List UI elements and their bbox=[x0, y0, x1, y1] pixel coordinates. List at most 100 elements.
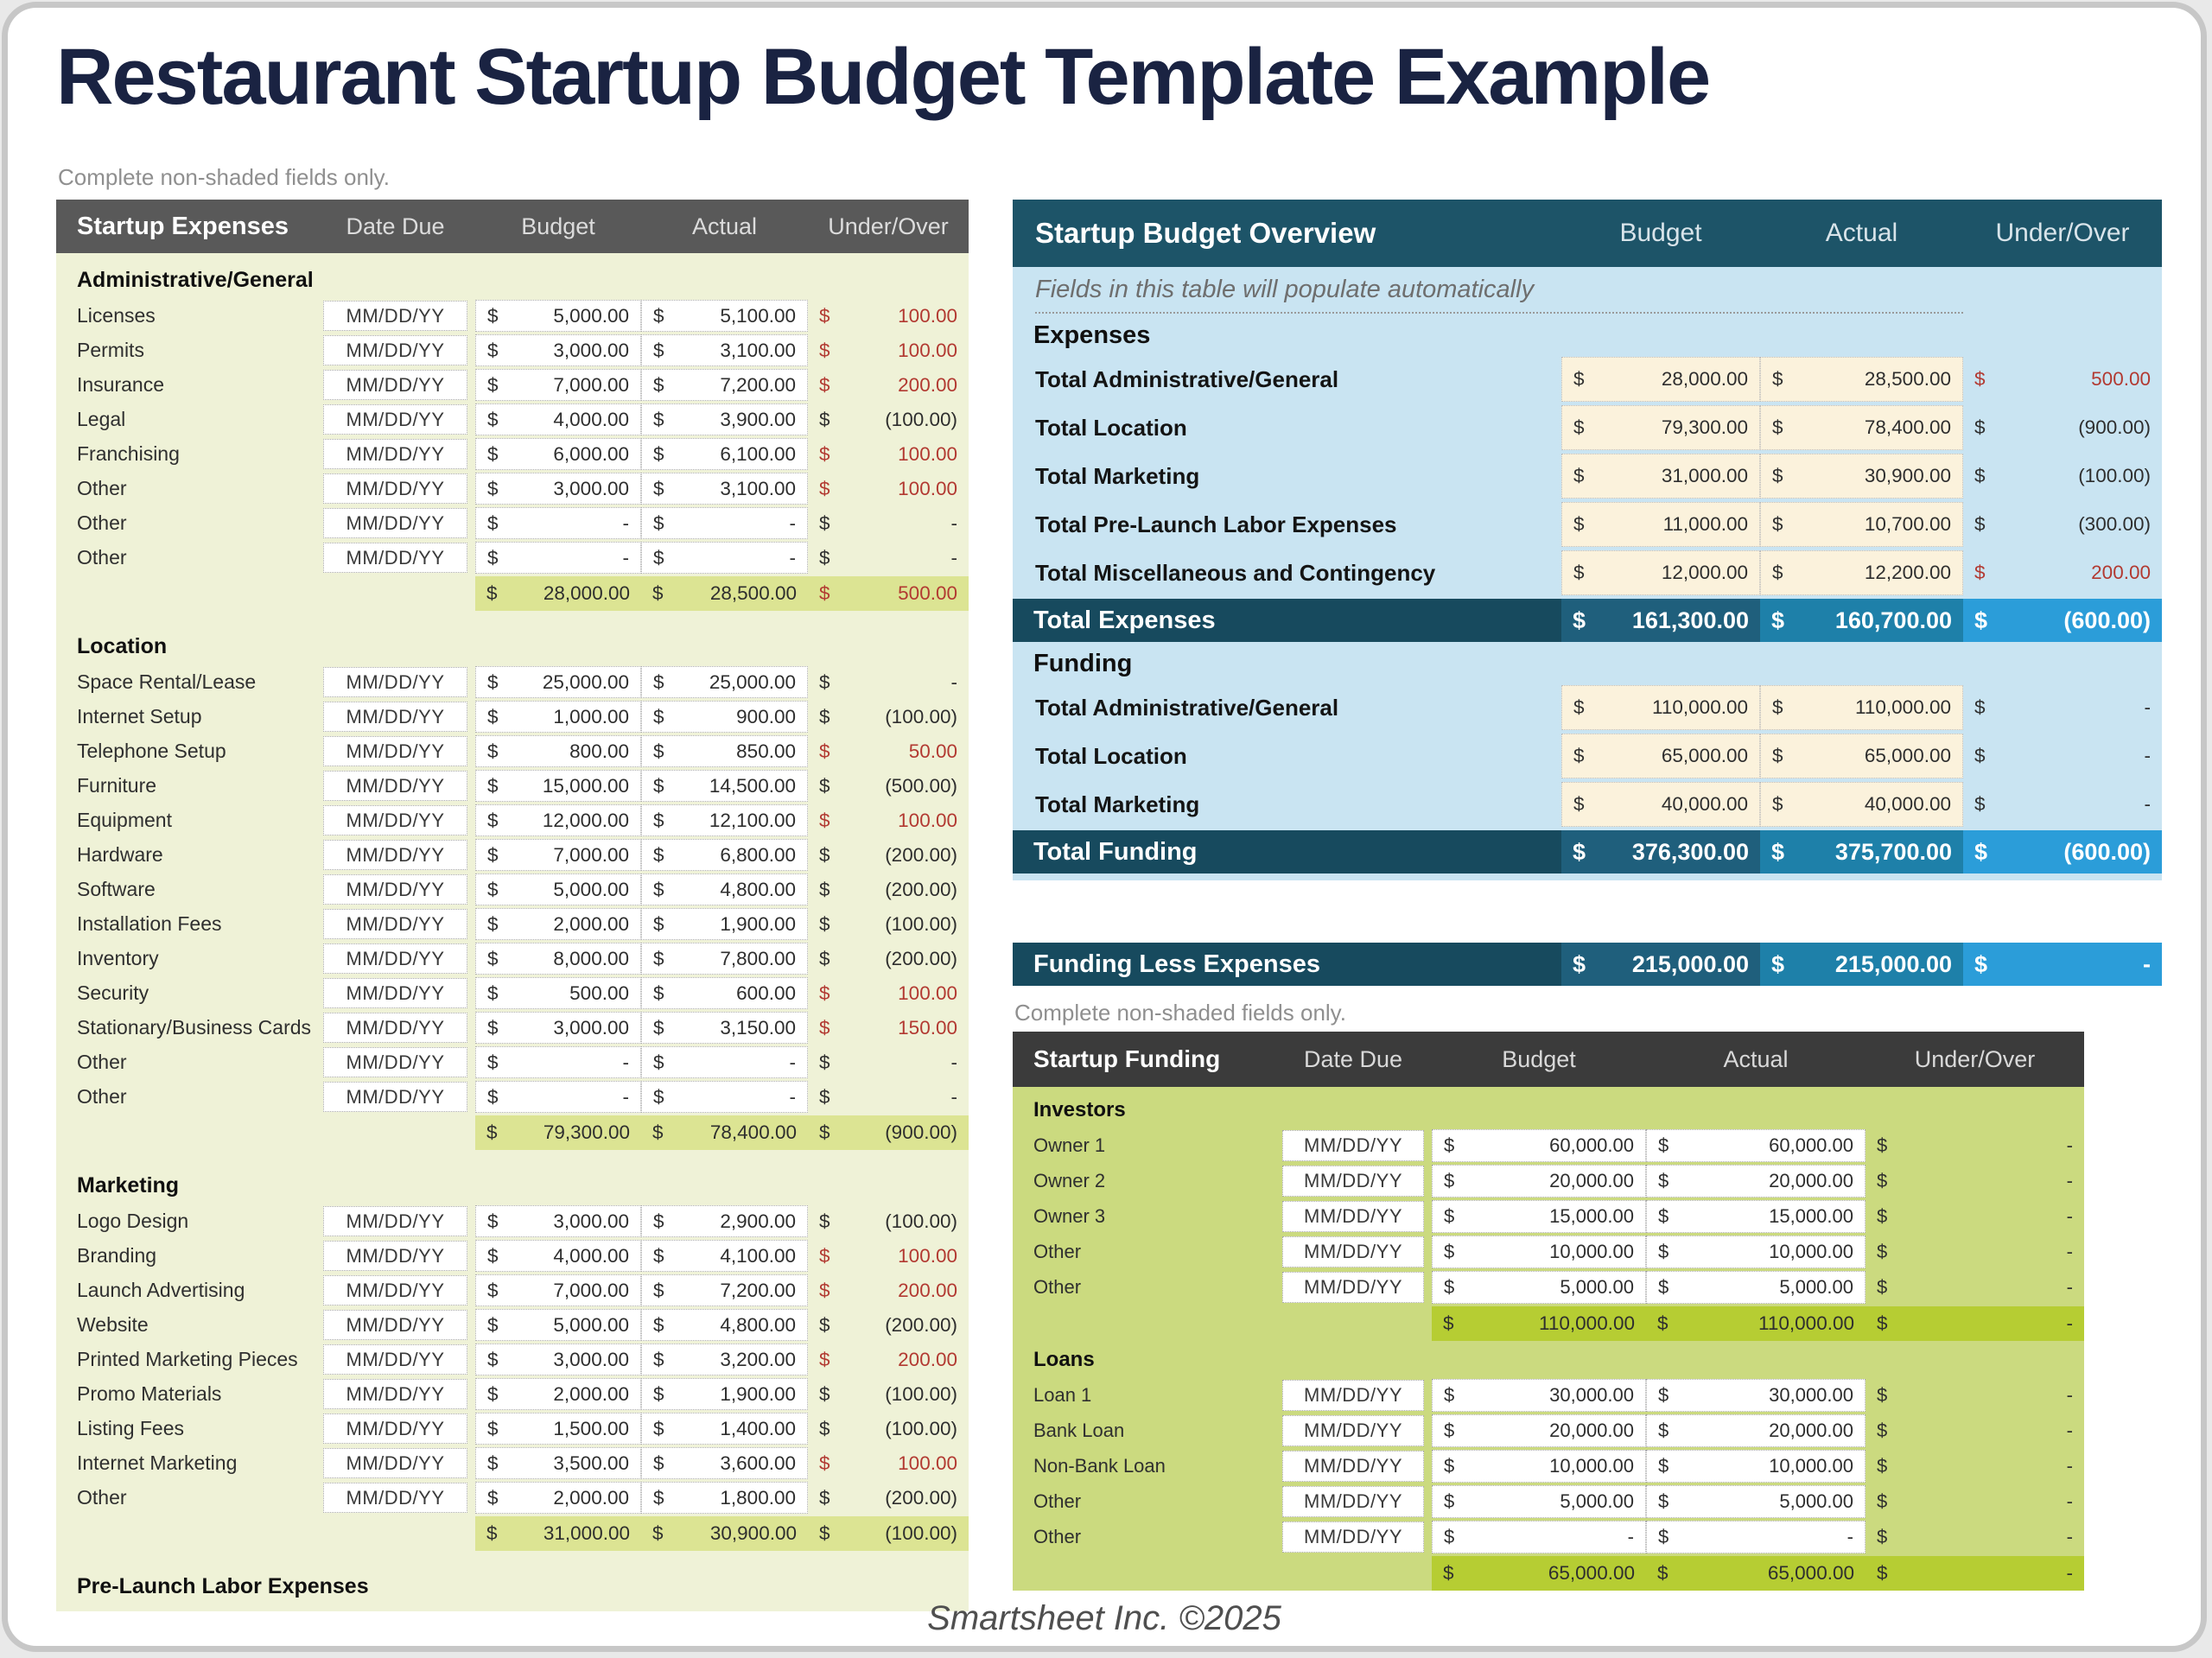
budget-input[interactable]: $1,000.00 bbox=[475, 701, 641, 733]
budget-input[interactable]: $ - bbox=[475, 1046, 641, 1078]
actual-input[interactable]: $ - bbox=[641, 1046, 808, 1078]
actual-input[interactable]: $1,400.00 bbox=[641, 1413, 808, 1445]
date-due-input[interactable]: MM/DD/YY bbox=[323, 943, 467, 974]
budget-input[interactable]: $3,000.00 bbox=[475, 334, 641, 366]
actual-input[interactable]: $6,100.00 bbox=[641, 438, 808, 470]
budget-input[interactable]: $2,000.00 bbox=[475, 1482, 641, 1514]
date-due-input[interactable]: MM/DD/YY bbox=[323, 1082, 467, 1112]
actual-input[interactable]: $ - bbox=[1646, 1521, 1866, 1553]
budget-input[interactable]: $5,000.00 bbox=[475, 300, 641, 332]
budget-input[interactable]: $60,000.00 bbox=[1432, 1129, 1646, 1162]
date-due-input[interactable]: MM/DD/YY bbox=[1282, 1130, 1424, 1161]
budget-input[interactable]: $10,000.00 bbox=[1432, 1450, 1646, 1483]
actual-input[interactable]: $15,000.00 bbox=[1646, 1200, 1866, 1233]
date-due-input[interactable]: MM/DD/YY bbox=[323, 1206, 467, 1236]
actual-input[interactable]: $5,000.00 bbox=[1646, 1485, 1866, 1518]
actual-input[interactable]: $900.00 bbox=[641, 701, 808, 733]
budget-input[interactable]: $8,000.00 bbox=[475, 943, 641, 975]
budget-input[interactable]: $3,500.00 bbox=[475, 1447, 641, 1479]
date-due-input[interactable]: MM/DD/YY bbox=[323, 1448, 467, 1478]
date-due-input[interactable]: MM/DD/YY bbox=[323, 404, 467, 435]
date-due-input[interactable]: MM/DD/YY bbox=[323, 1241, 467, 1271]
actual-input[interactable]: $3,100.00 bbox=[641, 334, 808, 366]
date-due-input[interactable]: MM/DD/YY bbox=[323, 1310, 467, 1340]
actual-input[interactable]: $14,500.00 bbox=[641, 770, 808, 802]
budget-input[interactable]: $7,000.00 bbox=[475, 839, 641, 871]
budget-input[interactable]: $5,000.00 bbox=[475, 1309, 641, 1341]
actual-input[interactable]: $4,100.00 bbox=[641, 1240, 808, 1272]
budget-input[interactable]: $2,000.00 bbox=[475, 908, 641, 940]
date-due-input[interactable]: MM/DD/YY bbox=[323, 840, 467, 870]
date-due-input[interactable]: MM/DD/YY bbox=[1282, 1272, 1424, 1303]
date-due-input[interactable]: MM/DD/YY bbox=[1282, 1486, 1424, 1517]
actual-input[interactable]: $25,000.00 bbox=[641, 666, 808, 698]
date-due-input[interactable]: MM/DD/YY bbox=[1282, 1380, 1424, 1411]
date-due-input[interactable]: MM/DD/YY bbox=[323, 1483, 467, 1513]
budget-input[interactable]: $500.00 bbox=[475, 977, 641, 1009]
actual-input[interactable]: $ - bbox=[641, 507, 808, 539]
budget-input[interactable]: $10,000.00 bbox=[1432, 1236, 1646, 1268]
actual-input[interactable]: $12,100.00 bbox=[641, 804, 808, 836]
actual-input[interactable]: $4,800.00 bbox=[641, 873, 808, 905]
budget-input[interactable]: $2,000.00 bbox=[475, 1378, 641, 1410]
budget-input[interactable]: $3,000.00 bbox=[475, 1012, 641, 1044]
date-due-input[interactable]: MM/DD/YY bbox=[323, 1047, 467, 1077]
date-due-input[interactable]: MM/DD/YY bbox=[323, 805, 467, 835]
budget-input[interactable]: $6,000.00 bbox=[475, 438, 641, 470]
actual-input[interactable]: $ - bbox=[641, 542, 808, 574]
budget-input[interactable]: $7,000.00 bbox=[475, 1274, 641, 1306]
actual-input[interactable]: $600.00 bbox=[641, 977, 808, 1009]
date-due-input[interactable]: MM/DD/YY bbox=[323, 909, 467, 939]
date-due-input[interactable]: MM/DD/YY bbox=[323, 1275, 467, 1305]
budget-input[interactable]: $7,000.00 bbox=[475, 369, 641, 401]
date-due-input[interactable]: MM/DD/YY bbox=[323, 1413, 467, 1444]
date-due-input[interactable]: MM/DD/YY bbox=[323, 301, 467, 331]
budget-input[interactable]: $25,000.00 bbox=[475, 666, 641, 698]
budget-input[interactable]: $800.00 bbox=[475, 735, 641, 767]
date-due-input[interactable]: MM/DD/YY bbox=[323, 1013, 467, 1043]
budget-input[interactable]: $3,000.00 bbox=[475, 1344, 641, 1375]
budget-input[interactable]: $ - bbox=[1432, 1521, 1646, 1553]
budget-input[interactable]: $4,000.00 bbox=[475, 403, 641, 435]
actual-input[interactable]: $1,900.00 bbox=[641, 1378, 808, 1410]
date-due-input[interactable]: MM/DD/YY bbox=[323, 508, 467, 538]
actual-input[interactable]: $1,900.00 bbox=[641, 908, 808, 940]
actual-input[interactable]: $20,000.00 bbox=[1646, 1165, 1866, 1197]
actual-input[interactable]: $7,200.00 bbox=[641, 369, 808, 401]
budget-input[interactable]: $15,000.00 bbox=[1432, 1200, 1646, 1233]
date-due-input[interactable]: MM/DD/YY bbox=[323, 335, 467, 365]
budget-input[interactable]: $4,000.00 bbox=[475, 1240, 641, 1272]
actual-input[interactable]: $30,000.00 bbox=[1646, 1379, 1866, 1412]
actual-input[interactable]: $ - bbox=[641, 1081, 808, 1113]
date-due-input[interactable]: MM/DD/YY bbox=[323, 667, 467, 697]
date-due-input[interactable]: MM/DD/YY bbox=[1282, 1521, 1424, 1553]
date-due-input[interactable]: MM/DD/YY bbox=[323, 1344, 467, 1375]
actual-input[interactable]: $5,100.00 bbox=[641, 300, 808, 332]
actual-input[interactable]: $850.00 bbox=[641, 735, 808, 767]
actual-input[interactable]: $3,200.00 bbox=[641, 1344, 808, 1375]
date-due-input[interactable]: MM/DD/YY bbox=[323, 874, 467, 905]
budget-input[interactable]: $ - bbox=[475, 507, 641, 539]
actual-input[interactable]: $2,900.00 bbox=[641, 1205, 808, 1237]
date-due-input[interactable]: MM/DD/YY bbox=[323, 736, 467, 766]
date-due-input[interactable]: MM/DD/YY bbox=[323, 473, 467, 504]
actual-input[interactable]: $3,900.00 bbox=[641, 403, 808, 435]
date-due-input[interactable]: MM/DD/YY bbox=[323, 978, 467, 1008]
date-due-input[interactable]: MM/DD/YY bbox=[323, 702, 467, 732]
date-due-input[interactable]: MM/DD/YY bbox=[1282, 1166, 1424, 1197]
date-due-input[interactable]: MM/DD/YY bbox=[323, 771, 467, 801]
actual-input[interactable]: $3,600.00 bbox=[641, 1447, 808, 1479]
budget-input[interactable]: $20,000.00 bbox=[1432, 1165, 1646, 1197]
actual-input[interactable]: $20,000.00 bbox=[1646, 1414, 1866, 1447]
actual-input[interactable]: $6,800.00 bbox=[641, 839, 808, 871]
budget-input[interactable]: $20,000.00 bbox=[1432, 1414, 1646, 1447]
date-due-input[interactable]: MM/DD/YY bbox=[323, 370, 467, 400]
budget-input[interactable]: $12,000.00 bbox=[475, 804, 641, 836]
actual-input[interactable]: $10,000.00 bbox=[1646, 1236, 1866, 1268]
budget-input[interactable]: $ - bbox=[475, 542, 641, 574]
budget-input[interactable]: $3,000.00 bbox=[475, 473, 641, 505]
actual-input[interactable]: $10,000.00 bbox=[1646, 1450, 1866, 1483]
date-due-input[interactable]: MM/DD/YY bbox=[323, 543, 467, 573]
actual-input[interactable]: $3,150.00 bbox=[641, 1012, 808, 1044]
budget-input[interactable]: $5,000.00 bbox=[1432, 1271, 1646, 1304]
